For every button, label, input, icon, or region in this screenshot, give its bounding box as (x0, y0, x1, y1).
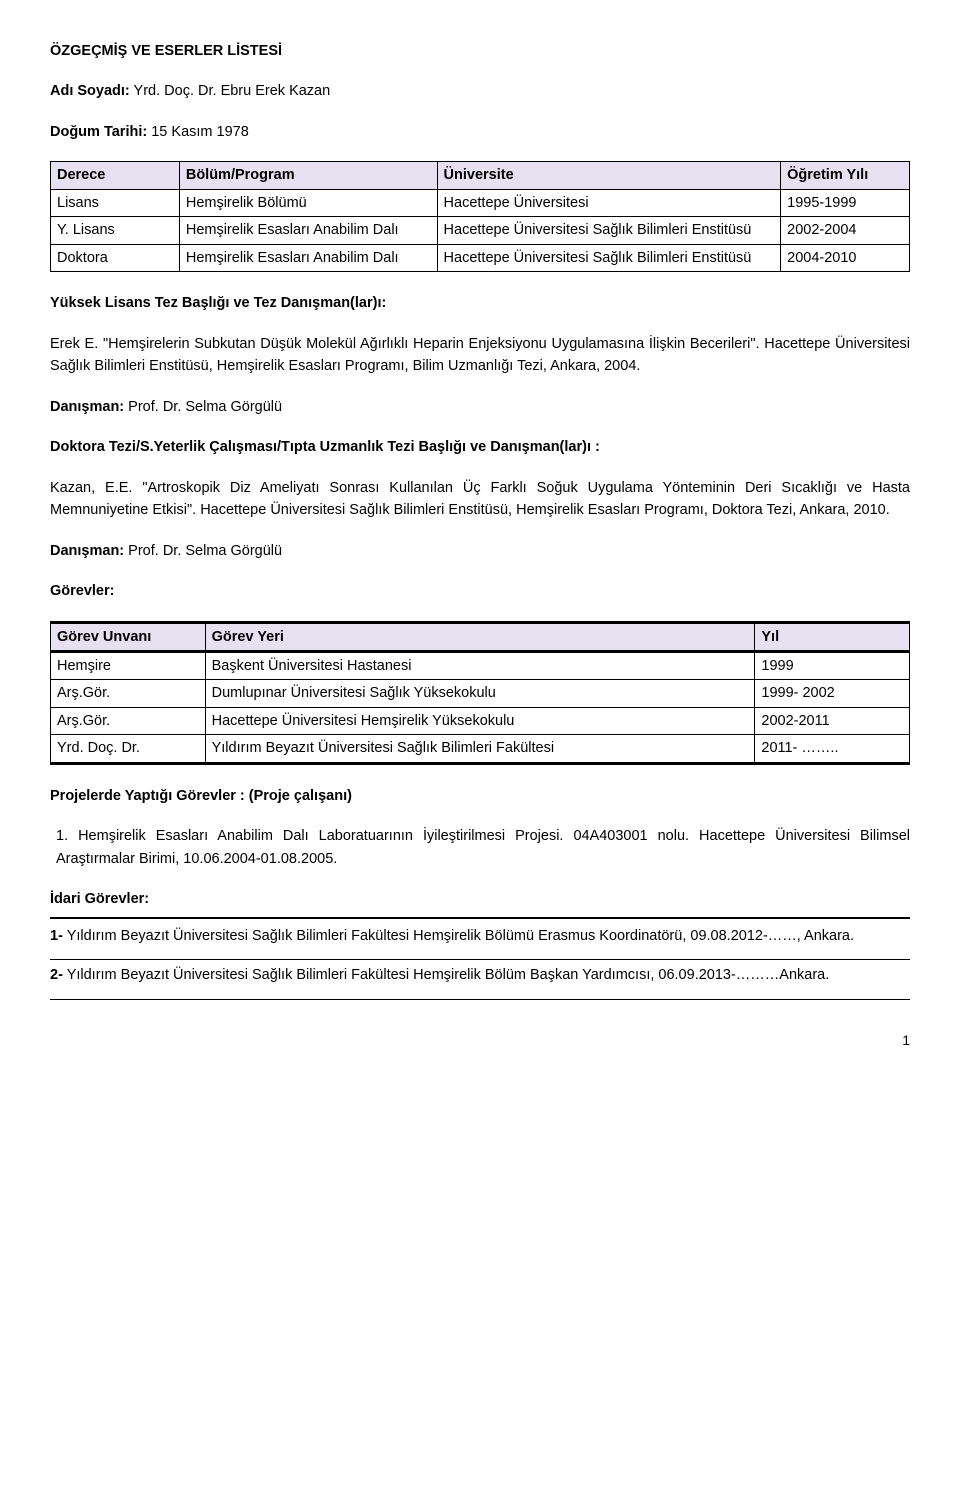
birth-value: 15 Kasım 1978 (151, 124, 249, 140)
gorev-h0: Görev Unvanı (51, 622, 206, 651)
ms-adv-label: Danışman: (50, 399, 124, 415)
edu-body: LisansHemşirelik BölümüHacettepe Ünivers… (51, 189, 910, 271)
phd-body: Kazan, E.E. "Artroskopik Diz Ameliyatı S… (50, 477, 910, 522)
edu-header-row: Derece Bölüm/Program Üniversite Öğretim … (51, 162, 910, 189)
edu-h3: Öğretim Yılı (781, 162, 910, 189)
table-cell: Hemşirelik Esasları Anabilim Dalı (179, 244, 437, 271)
idari-item-1: 1- Yıldırım Beyazıt Üniversitesi Sağlık … (50, 925, 910, 947)
phd-heading: Doktora Tezi/S.Yeterlik Çalışması/Tıpta … (50, 436, 910, 458)
table-cell: 1999- 2002 (755, 680, 910, 707)
name-label: Adı Soyadı: (50, 83, 130, 99)
table-row: DoktoraHemşirelik Esasları Anabilim Dalı… (51, 244, 910, 271)
table-cell: 2002-2004 (781, 217, 910, 244)
gorev-heading: Görevler: (50, 580, 910, 602)
ms-heading: Yüksek Lisans Tez Başlığı ve Tez Danışma… (50, 292, 910, 314)
table-cell: Yıldırım Beyazıt Üniversitesi Sağlık Bil… (205, 735, 755, 763)
table-cell: 2011- …….. (755, 735, 910, 763)
gorev-h2: Yıl (755, 622, 910, 651)
table-cell: Doktora (51, 244, 180, 271)
divider (50, 999, 910, 1000)
birth-line: Doğum Tarihi: 15 Kasım 1978 (50, 121, 910, 143)
table-cell: 1999 (755, 651, 910, 679)
gorev-body: HemşireBaşkent Üniversitesi Hastanesi199… (51, 651, 910, 763)
edu-h0: Derece (51, 162, 180, 189)
table-row: LisansHemşirelik BölümüHacettepe Ünivers… (51, 189, 910, 216)
birth-label: Doğum Tarihi: (50, 124, 147, 140)
table-cell: Hemşirelik Esasları Anabilim Dalı (179, 217, 437, 244)
table-cell: Başkent Üniversitesi Hastanesi (205, 651, 755, 679)
table-cell: Lisans (51, 189, 180, 216)
table-cell: Hacettepe Üniversitesi Sağlık Bilimleri … (437, 217, 781, 244)
table-cell: Hemşirelik Bölümü (179, 189, 437, 216)
table-row: Arş.Gör.Hacettepe Üniversitesi Hemşireli… (51, 707, 910, 734)
edu-h1: Bölüm/Program (179, 162, 437, 189)
idari-heading: İdari Görevler: (50, 888, 910, 910)
table-row: Arş.Gör.Dumlupınar Üniversitesi Sağlık Y… (51, 680, 910, 707)
positions-table: Görev Unvanı Görev Yeri Yıl HemşireBaşke… (50, 621, 910, 765)
table-cell: Hacettepe Üniversitesi Sağlık Bilimleri … (437, 244, 781, 271)
gorev-h1: Görev Yeri (205, 622, 755, 651)
ms-body: Erek E. "Hemşirelerin Subkutan Düşük Mol… (50, 333, 910, 378)
idari-2-prefix: 2- (50, 967, 63, 983)
table-cell: Dumlupınar Üniversitesi Sağlık Yüksekoku… (205, 680, 755, 707)
table-cell: Arş.Gör. (51, 707, 206, 734)
idari-1-body: Yıldırım Beyazıt Üniversitesi Sağlık Bil… (67, 928, 854, 944)
education-table: Derece Bölüm/Program Üniversite Öğretim … (50, 161, 910, 272)
table-row: Yrd. Doç. Dr.Yıldırım Beyazıt Üniversite… (51, 735, 910, 763)
table-cell: Hacettepe Üniversitesi (437, 189, 781, 216)
table-row: Y. LisansHemşirelik Esasları Anabilim Da… (51, 217, 910, 244)
name-value: Yrd. Doç. Dr. Ebru Erek Kazan (134, 83, 331, 99)
idari-item-2: 2- Yıldırım Beyazıt Üniversitesi Sağlık … (50, 964, 910, 986)
table-cell: Arş.Gör. (51, 680, 206, 707)
table-cell: 2002-2011 (755, 707, 910, 734)
phd-adv-label: Danışman: (50, 543, 124, 559)
page-number: 1 (50, 1030, 910, 1052)
table-cell: 1995-1999 (781, 189, 910, 216)
cv-title: ÖZGEÇMİŞ VE ESERLER LİSTESİ (50, 40, 910, 62)
divider (50, 959, 910, 960)
proj-heading: Projelerde Yaptığı Görevler : (Proje çal… (50, 785, 910, 807)
idari-block: 1- Yıldırım Beyazıt Üniversitesi Sağlık … (50, 925, 910, 1000)
gorev-header-row: Görev Unvanı Görev Yeri Yıl (51, 622, 910, 651)
table-cell: Yrd. Doç. Dr. (51, 735, 206, 763)
edu-h2: Üniversite (437, 162, 781, 189)
phd-advisor: Danışman: Prof. Dr. Selma Görgülü (50, 540, 910, 562)
idari-1-prefix: 1- (50, 928, 63, 944)
table-row: HemşireBaşkent Üniversitesi Hastanesi199… (51, 651, 910, 679)
table-cell: Hemşire (51, 651, 206, 679)
ms-adv-name: Prof. Dr. Selma Görgülü (128, 399, 282, 415)
table-cell: 2004-2010 (781, 244, 910, 271)
table-cell: Hacettepe Üniversitesi Hemşirelik Yüksek… (205, 707, 755, 734)
ms-advisor: Danışman: Prof. Dr. Selma Görgülü (50, 396, 910, 418)
table-cell: Y. Lisans (51, 217, 180, 244)
divider (50, 917, 910, 919)
phd-adv-name: Prof. Dr. Selma Görgülü (128, 543, 282, 559)
proj-item: 1. Hemşirelik Esasları Anabilim Dalı Lab… (50, 825, 910, 870)
idari-2-body: Yıldırım Beyazıt Üniversitesi Sağlık Bil… (67, 967, 830, 983)
name-line: Adı Soyadı: Yrd. Doç. Dr. Ebru Erek Kaza… (50, 80, 910, 102)
